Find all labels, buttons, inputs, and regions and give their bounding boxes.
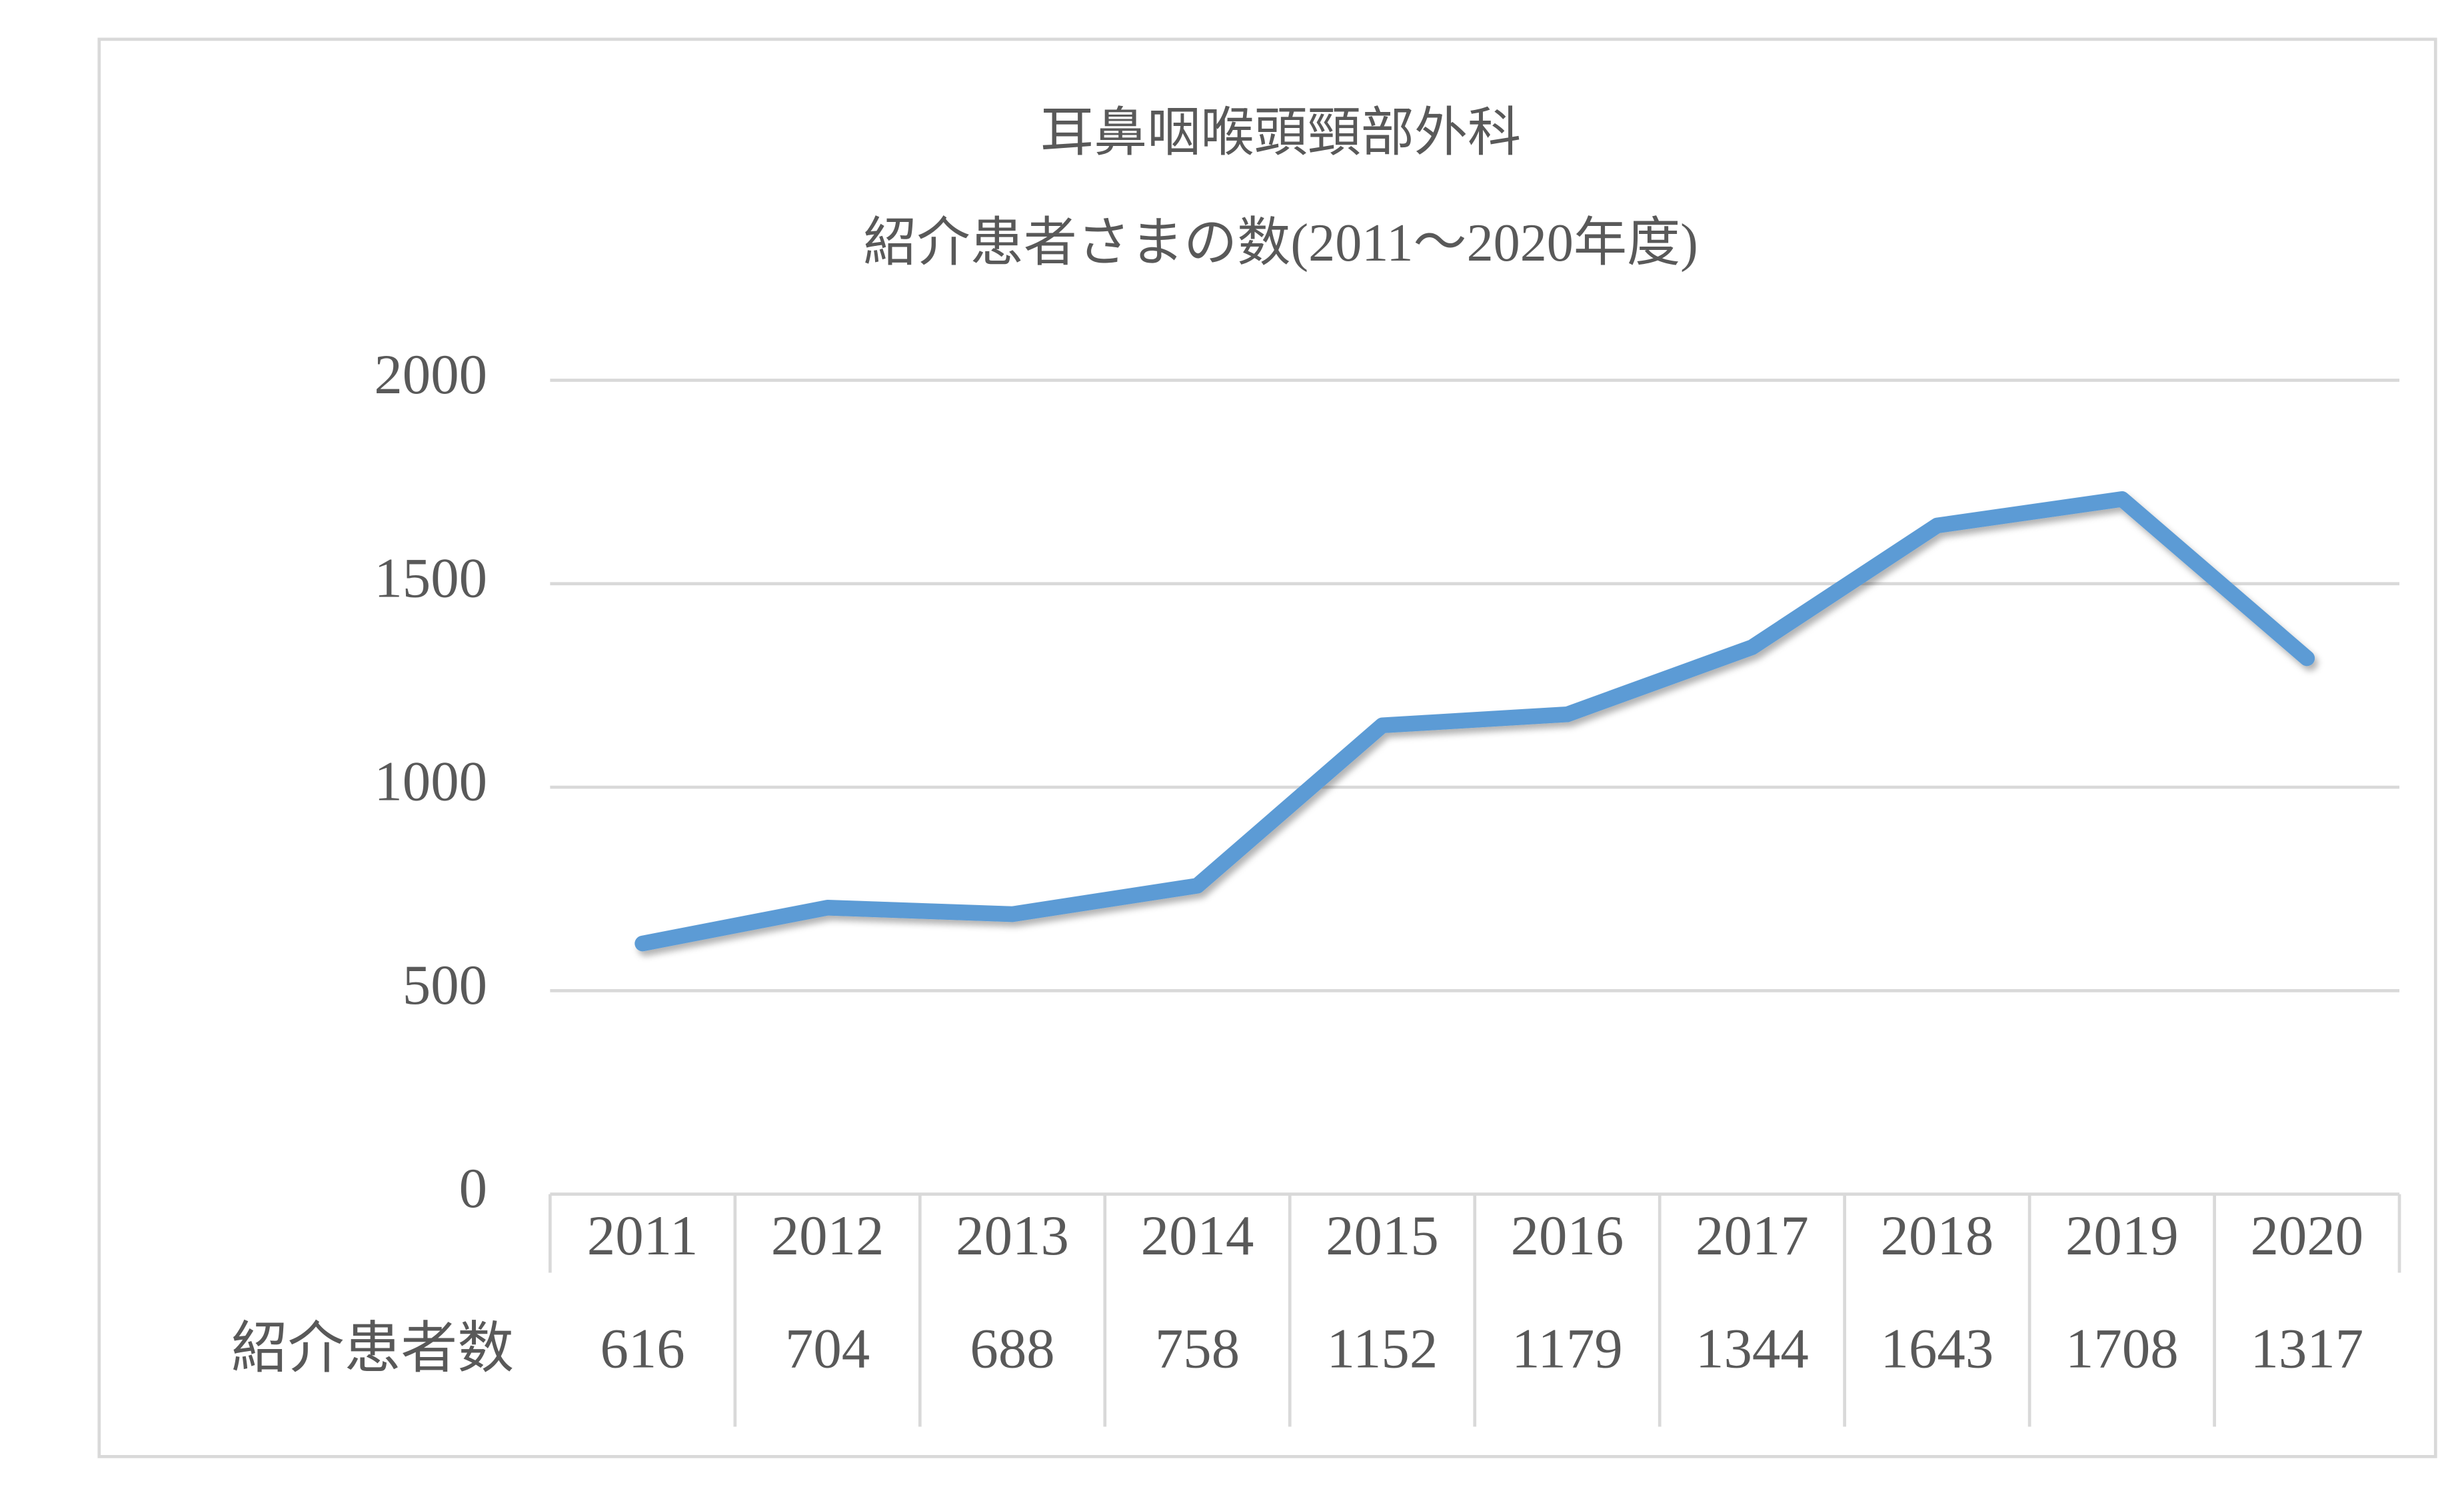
y-tick-label: 1000 bbox=[374, 750, 487, 813]
y-tick-label: 2000 bbox=[374, 343, 487, 406]
x-tick-label: 2011 bbox=[587, 1204, 698, 1267]
table-value: 688 bbox=[970, 1318, 1054, 1380]
x-tick-label: 2019 bbox=[2065, 1204, 2179, 1267]
table-row-label: 紹介患者数 bbox=[231, 1318, 514, 1380]
table-value: 1179 bbox=[1512, 1318, 1623, 1380]
x-tick-label: 2018 bbox=[1881, 1204, 1994, 1267]
x-tick-label: 2012 bbox=[771, 1204, 884, 1267]
y-tick-label: 0 bbox=[459, 1157, 487, 1220]
table-value: 1344 bbox=[1696, 1318, 1809, 1380]
x-tick-label: 2014 bbox=[1141, 1204, 1254, 1267]
table-value: 1317 bbox=[2250, 1318, 2363, 1380]
data-line bbox=[634, 491, 2315, 952]
x-tick-label: 2013 bbox=[956, 1204, 1069, 1267]
y-tick-label: 500 bbox=[403, 954, 487, 1016]
chart-title: 耳鼻咽喉頭頸部外科 bbox=[1040, 104, 1521, 163]
table-value: 1643 bbox=[1881, 1318, 1994, 1380]
x-tick-label: 2017 bbox=[1696, 1204, 1809, 1267]
table-value: 1152 bbox=[1327, 1318, 1438, 1380]
x-tick-label: 2015 bbox=[1326, 1204, 1439, 1267]
table-value: 758 bbox=[1155, 1318, 1240, 1380]
y-tick-label: 1500 bbox=[374, 547, 487, 609]
x-tick-label: 2020 bbox=[2250, 1204, 2363, 1267]
chart-frame bbox=[97, 37, 2437, 1458]
x-tick-label: 2016 bbox=[1511, 1204, 1624, 1267]
table-value: 616 bbox=[600, 1318, 684, 1380]
table-value: 1708 bbox=[2065, 1318, 2179, 1380]
chart-subtitle: 紹介患者さまの数(2011～2020年度) bbox=[863, 214, 1698, 273]
table-value: 704 bbox=[785, 1318, 870, 1380]
